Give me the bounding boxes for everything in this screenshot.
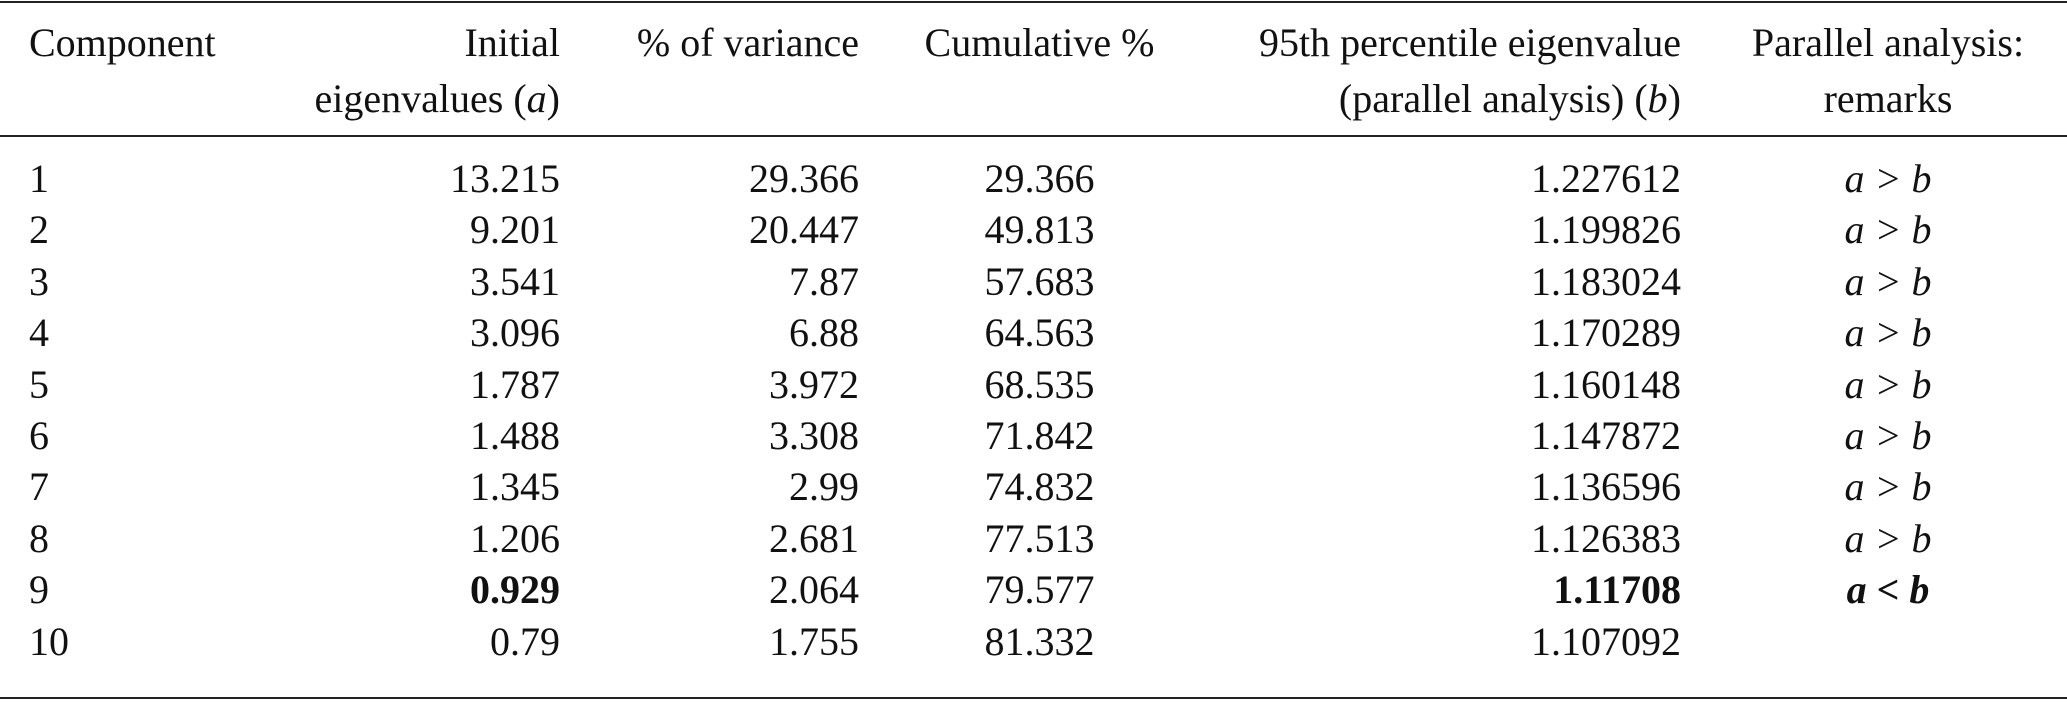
cell-remark: a > b	[1844, 361, 1932, 407]
cell-component: 2	[29, 207, 49, 253]
cell-initial-eigenvalue: 1.787	[470, 361, 560, 407]
header-percentile-line2: (parallel analysis) (	[1338, 76, 1648, 121]
cell-remark: a > b	[1844, 207, 1932, 253]
cell-component: 10	[29, 618, 69, 664]
cell-percentile-eigenvalue: 1.147872	[1531, 413, 1681, 459]
cell-component: 6	[29, 413, 49, 459]
cell-cumulative: 49.813	[984, 207, 1095, 253]
table-row: 7 1.345 2.99 74.832 1.136596 a > b	[0, 461, 2067, 512]
cell-remark	[1709, 616, 2067, 698]
header-initial-line1: Initial	[464, 20, 560, 65]
header-initial-eigenvalues: Initial eigenvalues (a)	[300, 2, 560, 137]
header-variance: % of variance	[560, 2, 859, 137]
cell-percentile-eigenvalue: 1.107092	[1531, 618, 1681, 664]
header-remarks-line2: remarks	[1823, 76, 1953, 121]
table-row: 2 9.201 20.447 49.813 1.199826 a > b	[0, 204, 2067, 255]
cell-percentile-eigenvalue: 1.227612	[1531, 156, 1681, 201]
cell-variance: 3.308	[769, 413, 859, 459]
cell-percentile-eigenvalue: 1.136596	[1531, 464, 1681, 510]
header-percentile: 95th percentile eigenvalue (parallel ana…	[1220, 2, 1709, 137]
cell-component: 9	[29, 567, 49, 613]
cell-variance: 20.447	[749, 207, 859, 253]
cell-component: 1	[29, 156, 49, 201]
header-cumulative-label: Cumulative %	[924, 20, 1155, 65]
cell-initial-eigenvalue: 3.096	[470, 310, 560, 356]
cell-variance: 1.755	[769, 618, 859, 664]
cell-initial-eigenvalue: 1.345	[470, 464, 560, 510]
cell-initial-eigenvalue: 13.215	[450, 156, 560, 201]
header-initial-line2: eigenvalues (	[314, 76, 527, 121]
table-row: 10 0.79 1.755 81.332 1.107092	[0, 616, 2067, 698]
cell-remark: a < b	[1846, 567, 1930, 613]
cell-remark: a > b	[1844, 310, 1932, 356]
table-row: 3 3.541 7.87 57.683 1.183024 a > b	[0, 256, 2067, 307]
cell-cumulative: 29.366	[984, 156, 1095, 201]
header-percentile-line1: 95th percentile eigenvalue	[1258, 20, 1681, 65]
cell-percentile-eigenvalue: 1.160148	[1531, 361, 1681, 407]
cell-variance: 3.972	[769, 361, 859, 407]
cell-cumulative: 77.513	[984, 515, 1095, 561]
cell-variance: 7.87	[789, 258, 859, 304]
table-row: 1 13.215 29.366 29.366 1.227612 a > b	[0, 136, 2067, 204]
header-variance-label: % of variance	[636, 20, 859, 65]
table-row: 9 0.929 2.064 79.577 1.11708 a < b	[0, 564, 2067, 615]
header-initial-close: )	[546, 76, 560, 121]
cell-initial-eigenvalue: 0.929	[470, 567, 560, 613]
cell-cumulative: 68.535	[984, 361, 1095, 407]
cell-initial-eigenvalue: 1.206	[470, 515, 560, 561]
header-remarks-line1: Parallel analysis:	[1751, 20, 2025, 65]
cell-variance: 2.99	[789, 464, 859, 510]
cell-component: 4	[29, 310, 49, 356]
table-row: 8 1.206 2.681 77.513 1.126383 a > b	[0, 513, 2067, 564]
cell-cumulative: 81.332	[984, 618, 1095, 664]
cell-component: 5	[29, 361, 49, 407]
cell-initial-eigenvalue: 3.541	[470, 258, 560, 304]
cell-cumulative: 71.842	[984, 413, 1095, 459]
cell-initial-eigenvalue: 1.488	[470, 413, 560, 459]
cell-cumulative: 79.577	[984, 567, 1095, 613]
cell-percentile-eigenvalue: 1.199826	[1531, 207, 1681, 253]
cell-percentile-eigenvalue: 1.170289	[1531, 310, 1681, 356]
cell-remark: a > b	[1844, 413, 1932, 459]
cell-remark: a > b	[1844, 464, 1932, 510]
cell-variance: 29.366	[749, 156, 859, 201]
header-percentile-var: b	[1647, 76, 1668, 121]
cell-component: 8	[29, 515, 49, 561]
cell-cumulative: 74.832	[984, 464, 1095, 510]
header-component: Component	[0, 2, 300, 137]
cell-variance: 2.064	[769, 567, 859, 613]
cell-remark: a > b	[1844, 156, 1932, 201]
cell-cumulative: 57.683	[984, 258, 1095, 304]
cell-variance: 6.88	[789, 310, 859, 356]
cell-component: 3	[29, 258, 49, 304]
cell-component: 7	[29, 464, 49, 510]
table-row: 4 3.096 6.88 64.563 1.170289 a > b	[0, 307, 2067, 358]
header-component-label: Component	[29, 20, 216, 65]
cell-remark: a > b	[1844, 258, 1932, 304]
table-header: Component Initial eigenvalues (a) % of v…	[0, 2, 2067, 137]
header-cumulative: Cumulative %	[859, 2, 1220, 137]
cell-percentile-eigenvalue: 1.126383	[1531, 515, 1681, 561]
header-initial-var: a	[526, 76, 547, 121]
header-remarks: Parallel analysis: remarks	[1709, 2, 2067, 137]
header-percentile-close: )	[1667, 76, 1681, 121]
table-row: 6 1.488 3.308 71.842 1.147872 a > b	[0, 410, 2067, 461]
cell-remark: a > b	[1844, 515, 1932, 561]
cell-initial-eigenvalue: 0.79	[490, 618, 560, 664]
cell-variance: 2.681	[769, 515, 859, 561]
cell-cumulative: 64.563	[984, 310, 1095, 356]
cell-percentile-eigenvalue: 1.11708	[1553, 567, 1681, 613]
table-body: 1 13.215 29.366 29.366 1.227612 a > b 2 9.201 20…	[0, 136, 2067, 699]
cell-percentile-eigenvalue: 1.183024	[1531, 258, 1681, 304]
table-row: 5 1.787 3.972 68.535 1.160148 a > b	[0, 359, 2067, 410]
cell-initial-eigenvalue: 9.201	[470, 207, 560, 253]
